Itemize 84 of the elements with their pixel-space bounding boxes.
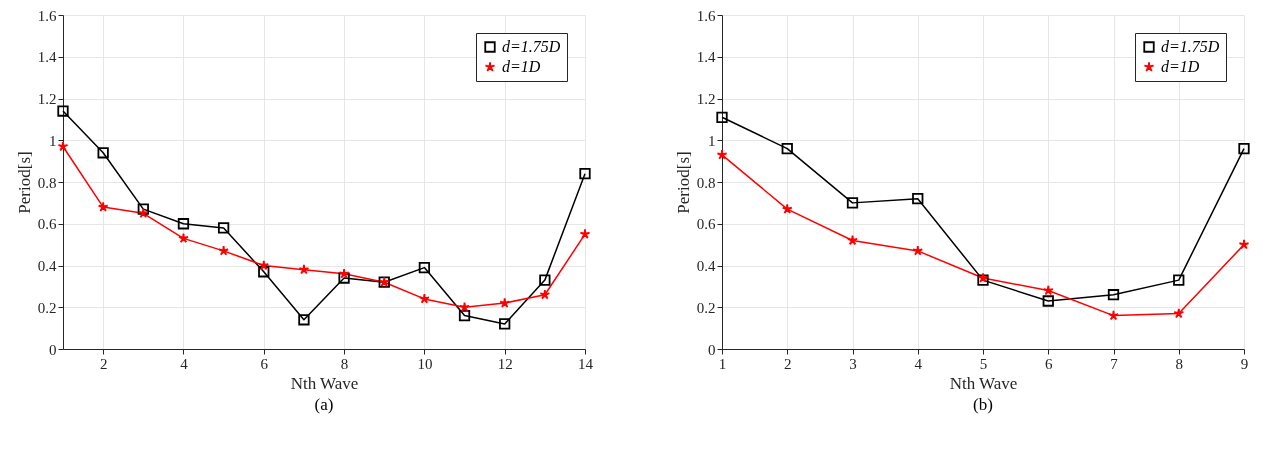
y-tick-label: 0.8: [37, 174, 57, 191]
legend-label: d=1.75D: [1161, 38, 1220, 55]
point: [418, 261, 431, 274]
x-tick-label: 4: [914, 355, 923, 372]
x-tick-label: 2: [99, 355, 108, 372]
y-tick-label: 0.4: [696, 258, 716, 274]
x-tick-label: 9: [1240, 355, 1249, 372]
x-tick-label: 8: [1175, 355, 1183, 372]
y-tick-label: 1.6: [696, 7, 716, 24]
point: [298, 264, 310, 275]
point: [338, 268, 350, 279]
point: [177, 218, 190, 230]
x-axis-title: Nth Wave: [949, 373, 1018, 393]
point: [298, 314, 310, 326]
point: [97, 201, 109, 212]
y-tick-label: 0.6: [37, 216, 57, 233]
x-tick-label: 14: [578, 355, 594, 372]
y-tick-label: 0: [708, 341, 716, 358]
point: [458, 309, 471, 322]
point: [57, 105, 69, 117]
x-tick-label: 3: [849, 355, 857, 372]
point: [97, 147, 109, 159]
point: [847, 234, 858, 246]
point: [137, 203, 149, 215]
point: [716, 111, 728, 123]
point: [217, 222, 230, 234]
x-axis-title: Nth Wave: [290, 373, 359, 393]
y-axis-title: Period[s]: [14, 151, 34, 214]
point: [781, 142, 793, 155]
point: [418, 293, 430, 304]
x-tick-label: 4: [180, 355, 189, 372]
text: (a): [314, 395, 334, 414]
point: [1042, 295, 1054, 307]
point: [1042, 284, 1054, 296]
x-tick-label: 6: [260, 355, 269, 372]
point: [912, 245, 924, 256]
y-tick-label: 1.4: [696, 49, 716, 66]
y-tick-label: 1.6: [37, 7, 57, 24]
text: (b): [973, 395, 993, 414]
point: [258, 266, 270, 278]
x-tick-label: 10: [417, 355, 433, 372]
y-tick-label: 0.2: [37, 299, 57, 316]
y-tick-label: 1.2: [696, 91, 716, 107]
point: [1173, 307, 1185, 319]
point: [579, 168, 591, 180]
point: [1238, 142, 1250, 155]
point: [579, 228, 591, 239]
point: [137, 207, 149, 219]
x-tick-label: 6: [1045, 355, 1053, 372]
y-axis-title: Period[s]: [673, 151, 693, 214]
x-tick-label: 8: [340, 355, 349, 372]
y-tick-label: 1.4: [37, 49, 57, 66]
y-tick-label: 0.4: [37, 258, 57, 274]
point: [258, 259, 270, 271]
x-tick-label: 2: [784, 355, 792, 372]
legend-label: d=1D: [1161, 58, 1200, 75]
y-tick-label: 0.2: [696, 299, 716, 316]
point: [499, 318, 511, 330]
legend-label: d=1D: [502, 58, 541, 75]
point: [218, 245, 230, 256]
point: [539, 289, 551, 300]
point: [1238, 238, 1250, 250]
x-tick-label: 7: [1110, 355, 1119, 372]
y-tick-label: 0.6: [696, 216, 716, 233]
point: [781, 203, 793, 214]
y-tick-label: 1: [49, 132, 57, 149]
y-tick-label: 0: [49, 341, 57, 358]
legend-label: d=1.75D: [502, 38, 561, 55]
point: [846, 197, 859, 209]
x-tick-label: 5: [979, 355, 988, 372]
y-tick-label: 1: [708, 132, 716, 149]
point: [539, 274, 551, 286]
y-tick-label: 1.2: [37, 91, 57, 107]
point: [912, 193, 924, 205]
point: [1107, 289, 1120, 301]
x-tick-label: 12: [497, 355, 513, 372]
point: [716, 149, 728, 160]
point: [499, 297, 511, 308]
point: [57, 140, 69, 152]
point: [178, 232, 189, 244]
y-tick-label: 0.8: [696, 174, 716, 191]
point: [459, 301, 470, 312]
point: [1108, 309, 1119, 321]
point: [1173, 274, 1185, 286]
